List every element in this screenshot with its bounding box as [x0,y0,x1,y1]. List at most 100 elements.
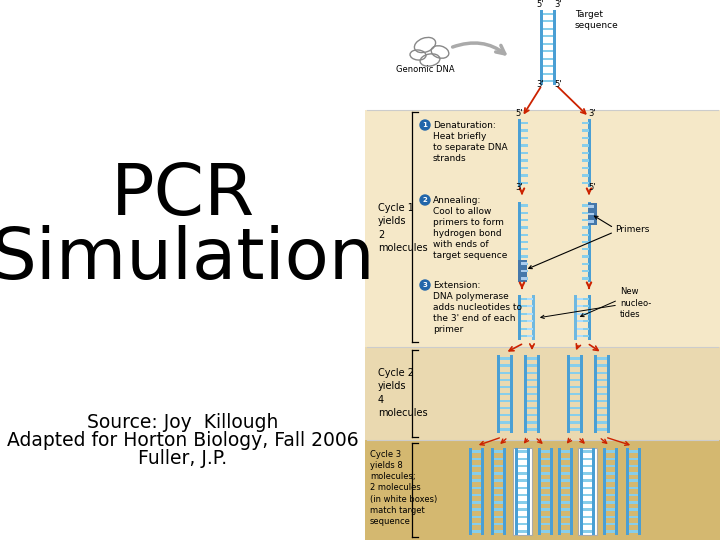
Bar [597,400,607,402]
Bar [582,255,589,258]
Bar [543,58,553,60]
Bar [527,313,533,315]
Bar [594,355,597,433]
Bar [543,12,553,15]
Bar [606,523,614,525]
Bar [557,448,560,535]
Bar [521,277,528,280]
Bar [582,174,589,177]
Bar [582,530,592,532]
Bar [521,305,528,307]
Bar [543,35,553,37]
Bar [527,357,537,360]
Text: 3': 3' [536,80,544,89]
Bar [513,448,531,535]
Bar [606,472,614,475]
Text: PCR: PCR [111,160,255,230]
Bar [560,480,570,482]
Bar [521,248,528,251]
Bar [582,137,589,139]
Bar [521,159,528,162]
Bar [629,501,637,504]
Bar [521,313,528,315]
Bar [582,226,589,228]
Text: New
nucleo-
tides: New nucleo- tides [620,287,652,319]
Bar [518,487,526,489]
Bar [521,241,528,243]
Bar [629,458,637,460]
Bar [518,295,521,340]
Bar [582,501,592,504]
Circle shape [420,120,430,130]
Bar [606,465,614,467]
Bar [541,494,549,496]
Bar [582,335,589,338]
Bar [607,355,610,433]
Circle shape [420,195,430,205]
Bar [472,480,480,482]
Bar [582,167,589,170]
Bar [518,501,526,504]
Bar [570,386,580,388]
Bar [472,523,480,525]
Bar [472,465,480,467]
Bar [567,355,570,433]
Bar [560,516,570,518]
Bar [560,450,570,453]
Text: 5': 5' [554,80,562,89]
Bar [577,335,583,338]
Bar [541,465,549,467]
Bar [521,182,528,185]
Bar [500,372,510,374]
Bar [521,328,528,330]
Bar [518,119,521,187]
Bar [606,480,614,482]
Bar [626,448,629,535]
Bar [527,428,537,431]
Bar [570,414,580,416]
Bar [582,152,589,154]
Text: Cycle 1
yields
2
molecules: Cycle 1 yields 2 molecules [378,203,428,253]
Bar [493,516,503,518]
Bar [527,421,537,423]
Bar [577,448,596,535]
Bar [538,448,541,535]
Bar [549,448,552,535]
Bar [577,313,583,315]
Bar [541,487,549,489]
Bar [570,364,580,367]
Bar [606,509,614,511]
Bar [493,509,503,511]
Bar [365,0,720,110]
Bar [541,458,549,460]
Bar [521,122,528,124]
Bar [582,472,592,475]
Bar [588,295,591,340]
Bar [606,450,614,453]
Bar [582,129,589,132]
Bar [582,159,589,162]
Bar [582,219,589,221]
Bar [606,530,614,532]
Bar [582,144,589,147]
Bar [500,379,510,381]
Bar [577,320,583,322]
Bar [570,357,580,360]
Bar [543,20,553,23]
Bar [527,364,537,367]
Circle shape [420,280,430,290]
Bar [518,480,526,482]
Bar [543,43,553,45]
Bar [521,129,528,132]
Bar [543,50,553,52]
Bar [629,530,637,532]
Bar [493,494,503,496]
Text: 3': 3' [516,183,523,192]
Bar [597,407,607,409]
Bar [521,255,528,258]
Bar [582,277,589,280]
Bar [570,407,580,409]
Bar [560,523,570,525]
Bar [518,472,526,475]
Bar [503,448,505,535]
